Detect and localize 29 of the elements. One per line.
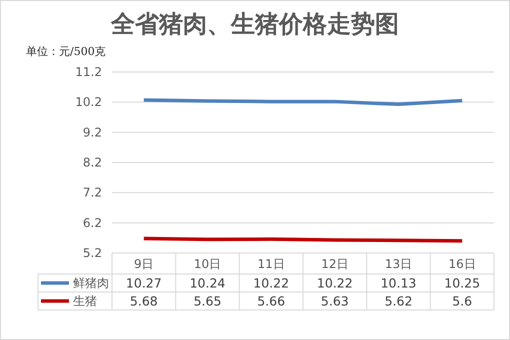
y-tick-label: 7.2 bbox=[82, 186, 102, 200]
x-tick-label: 10日 bbox=[194, 257, 222, 271]
data-label: 5.65 bbox=[194, 294, 222, 308]
data-label: 10.13 bbox=[380, 276, 416, 290]
legend-label: 鲜猪肉 bbox=[73, 276, 109, 290]
data-label: 5.62 bbox=[384, 294, 412, 308]
data-label: 10.27 bbox=[126, 276, 162, 290]
legend-label: 生猪 bbox=[73, 294, 97, 308]
data-label: 5.66 bbox=[257, 294, 286, 308]
data-label: 10.22 bbox=[253, 276, 290, 290]
x-tick-label: 11日 bbox=[258, 257, 285, 271]
data-label: 5.68 bbox=[130, 294, 158, 308]
data-label: 10.24 bbox=[190, 276, 226, 290]
x-tick-label: 9日 bbox=[134, 257, 154, 271]
x-tick-label: 12日 bbox=[321, 257, 348, 271]
x-tick-label: 16日 bbox=[448, 257, 476, 271]
x-tick-label: 13日 bbox=[384, 257, 412, 271]
data-label: 5.6 bbox=[452, 294, 472, 308]
data-label: 5.63 bbox=[320, 294, 349, 308]
y-tick-label: 8.2 bbox=[82, 156, 102, 170]
y-axis-title: 单位：元/500克 bbox=[26, 45, 106, 58]
y-tick-label: 5.2 bbox=[82, 246, 102, 260]
y-tick-label: 11.2 bbox=[75, 65, 102, 79]
y-tick-label: 10.2 bbox=[75, 95, 102, 110]
data-label: 10.25 bbox=[444, 276, 480, 290]
data-label: 10.22 bbox=[316, 276, 353, 290]
chart-title: 全省猪肉、生猪价格走势图 bbox=[110, 10, 399, 38]
y-tick-label: 6.2 bbox=[82, 216, 102, 230]
y-tick-label: 9.2 bbox=[82, 125, 102, 140]
